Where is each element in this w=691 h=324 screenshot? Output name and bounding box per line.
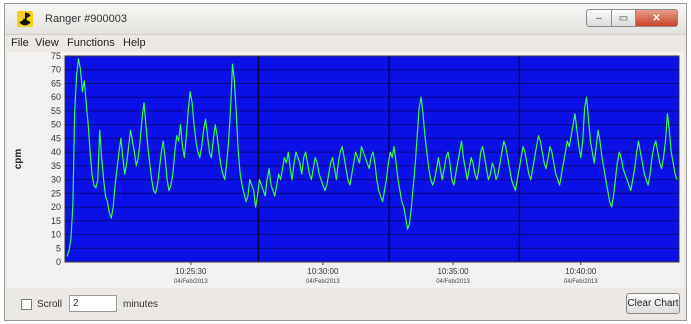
clear-chart-button[interactable]: Clear Chart [626, 293, 680, 314]
radiation-icon [17, 11, 33, 27]
y-tick-label: 40 [51, 147, 61, 157]
x-tick-date: 04/Feb/2013 [436, 279, 470, 285]
y-tick-label: 5 [56, 243, 61, 253]
cpm-chart: 0 5 10 15 20 25 30 35 40 45 50 55 60 65 70 75 cpm 10:25:3… [13, 52, 680, 285]
minutes-label: minutes [123, 299, 159, 310]
x-tick-time: 10:30:00 [307, 267, 339, 276]
cpm-series-line [66, 58, 678, 257]
window-controls: – ▭ ✕ [586, 9, 678, 27]
title-bar[interactable]: Ranger #900003 – ▭ ✕ [5, 4, 686, 35]
x-tick-date: 04/Feb/2013 [174, 279, 208, 285]
x-tick-time: 10:40:00 [565, 267, 597, 276]
maximize-button[interactable]: ▭ [612, 9, 636, 27]
menu-help[interactable]: Help [123, 37, 146, 49]
y-tick-label: 35 [51, 161, 61, 171]
y-tick-label: 0 [56, 257, 61, 267]
y-tick-label: 30 [51, 175, 61, 185]
menu-functions[interactable]: Functions [67, 37, 115, 49]
y-tick-label: 25 [51, 188, 61, 198]
y-axis-label: cpm [13, 149, 24, 170]
y-tick-label: 45 [51, 133, 61, 143]
y-tick-label: 75 [51, 52, 61, 61]
x-tick-date: 04/Feb/2013 [306, 279, 340, 285]
minutes-input[interactable] [69, 295, 117, 312]
x-tick-date: 04/Feb/2013 [564, 279, 598, 285]
y-tick-label: 60 [51, 92, 61, 102]
x-tick-time: 10:25:30 [175, 267, 207, 276]
bottom-bar: Scroll minutes Clear Chart [5, 292, 686, 318]
plot-border [64, 55, 680, 263]
y-tick-label: 15 [51, 216, 61, 226]
minimize-button[interactable]: – [586, 9, 612, 27]
y-tick-label: 70 [51, 65, 61, 75]
app-window: Ranger #900003 – ▭ ✕ File View Functions… [4, 3, 687, 321]
y-tick-label: 50 [51, 120, 61, 130]
close-button[interactable]: ✕ [636, 9, 678, 27]
menu-view[interactable]: View [35, 37, 59, 49]
plot-area [65, 56, 679, 262]
y-tick-label: 10 [51, 230, 61, 240]
menu-file[interactable]: File [11, 37, 29, 49]
y-tick-label: 20 [51, 202, 61, 212]
menu-bar: File View Functions Help [5, 35, 686, 51]
chart-panel: 0 5 10 15 20 25 30 35 40 45 50 55 60 65 70 75 cpm 10:25:3… [7, 52, 684, 288]
scroll-label: Scroll [37, 299, 63, 310]
x-tick-time: 10:35:00 [437, 267, 469, 276]
y-tick-label: 55 [51, 106, 61, 116]
y-tick-label: 65 [51, 78, 61, 88]
scroll-checkbox[interactable] [21, 299, 32, 310]
window-title: Ranger #900003 [45, 13, 127, 25]
